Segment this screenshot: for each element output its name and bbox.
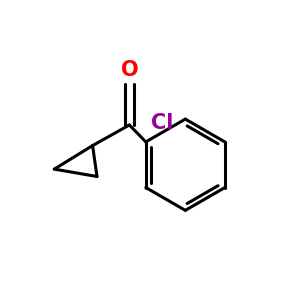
- Text: Cl: Cl: [151, 113, 173, 133]
- Text: O: O: [121, 60, 138, 80]
